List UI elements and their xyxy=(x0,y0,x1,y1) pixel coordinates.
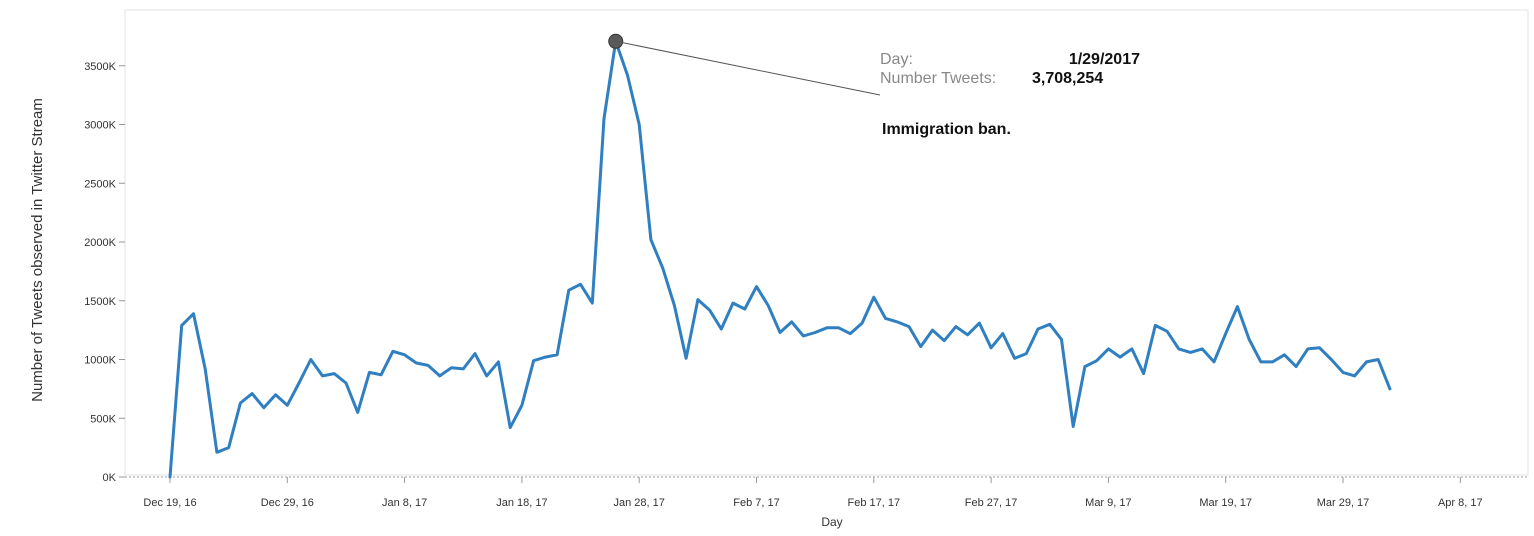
tooltip-annotation: Immigration ban. xyxy=(882,121,1011,138)
y-tick-label: 2000K xyxy=(84,237,116,249)
y-tick-label: 3000K xyxy=(84,120,116,132)
y-axis: 0K 500K 1000K 1500K 2000K 2500K 3000K 3500K xyxy=(84,61,125,484)
plot-area xyxy=(124,9,1529,476)
x-tick-label: Jan 8, 17 xyxy=(382,497,427,509)
x-tick-label: Mar 9, 17 xyxy=(1085,497,1131,509)
y-tick-label: 1000K xyxy=(84,355,116,367)
x-tick-label: Dec 29, 16 xyxy=(261,497,314,509)
tooltip-day-value: 1/29/2017 xyxy=(1069,51,1140,68)
x-tick-label: Feb 7, 17 xyxy=(733,497,779,509)
y-axis-title: Number of Tweets observed in Twitter Str… xyxy=(29,98,46,402)
x-tick-label: Feb 27, 17 xyxy=(965,497,1018,509)
y-tick-label: 500K xyxy=(90,413,116,425)
x-tick-label: Mar 19, 17 xyxy=(1199,497,1252,509)
series-line xyxy=(168,39,1392,479)
x-axis: Dec 19, 16 Dec 29, 16 Jan 8, 17 Jan 18, 17 J… xyxy=(143,477,1483,509)
x-tick-label: Jan 28, 17 xyxy=(614,497,665,509)
series-layer xyxy=(168,33,1392,479)
x-tick-label: Mar 29, 17 xyxy=(1317,497,1370,509)
x-tick-label: Jan 18, 17 xyxy=(496,497,547,509)
x-tick-label: Apr 8, 17 xyxy=(1438,497,1483,509)
x-tick-label: Feb 17, 17 xyxy=(848,497,901,509)
x-tick-label: Dec 19, 16 xyxy=(143,497,196,509)
tooltip-tweets-value: 3,708,254 xyxy=(1032,70,1103,87)
y-tick-label: 1500K xyxy=(84,296,116,308)
y-tick-label: 0K xyxy=(103,472,117,484)
y-tick-label: 2500K xyxy=(84,178,116,190)
tooltip-tweets-label: Number Tweets: xyxy=(880,70,996,87)
tooltip: Day: 1/29/2017 Number Tweets: 3,708,254 … xyxy=(615,40,1140,138)
tooltip-day-label: Day: xyxy=(880,51,913,68)
x-axis-title: Day xyxy=(821,515,842,529)
tooltip-leader-line xyxy=(615,40,881,96)
y-tick-label: 3500K xyxy=(84,61,116,73)
